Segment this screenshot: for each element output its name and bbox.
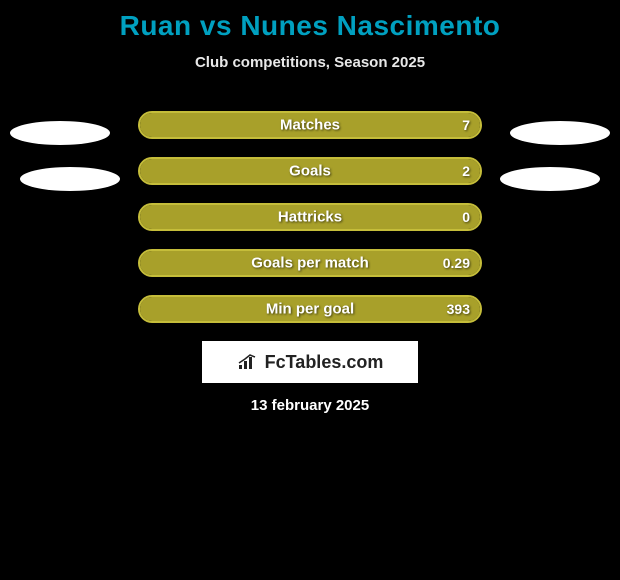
page-title: Ruan vs Nunes Nascimento: [0, 10, 620, 42]
stat-label: Goals per match: [251, 255, 369, 272]
stat-value: 7: [462, 117, 470, 133]
decorative-ellipse-left-top: [10, 121, 110, 145]
stat-row-hattricks: Hattricks 0: [138, 203, 482, 231]
main-container: Ruan vs Nunes Nascimento Club competitio…: [0, 0, 620, 414]
logo-text: FcTables.com: [265, 352, 384, 373]
date-text: 13 february 2025: [0, 397, 620, 414]
stat-label: Goals: [289, 163, 331, 180]
stat-row-goals: Goals 2: [138, 157, 482, 185]
page-subtitle: Club competitions, Season 2025: [0, 54, 620, 71]
stat-value: 393: [447, 301, 470, 317]
stat-value: 2: [462, 163, 470, 179]
stat-value: 0: [462, 209, 470, 225]
decorative-ellipse-right-bottom: [500, 167, 600, 191]
stat-label: Hattricks: [278, 209, 342, 226]
stats-area: Matches 7 Goals 2 Hattricks 0 Goals per …: [0, 111, 620, 323]
decorative-ellipse-right-top: [510, 121, 610, 145]
stat-label: Matches: [280, 117, 340, 134]
stat-label: Min per goal: [266, 301, 354, 318]
fctables-logo[interactable]: FcTables.com: [202, 341, 418, 383]
stat-value: 0.29: [443, 255, 470, 271]
stat-row-goals-per-match: Goals per match 0.29: [138, 249, 482, 277]
decorative-ellipse-left-bottom: [20, 167, 120, 191]
stat-row-matches: Matches 7: [138, 111, 482, 139]
stat-row-min-per-goal: Min per goal 393: [138, 295, 482, 323]
bar-chart-icon: [237, 353, 259, 371]
stat-rows: Matches 7 Goals 2 Hattricks 0 Goals per …: [138, 111, 482, 323]
